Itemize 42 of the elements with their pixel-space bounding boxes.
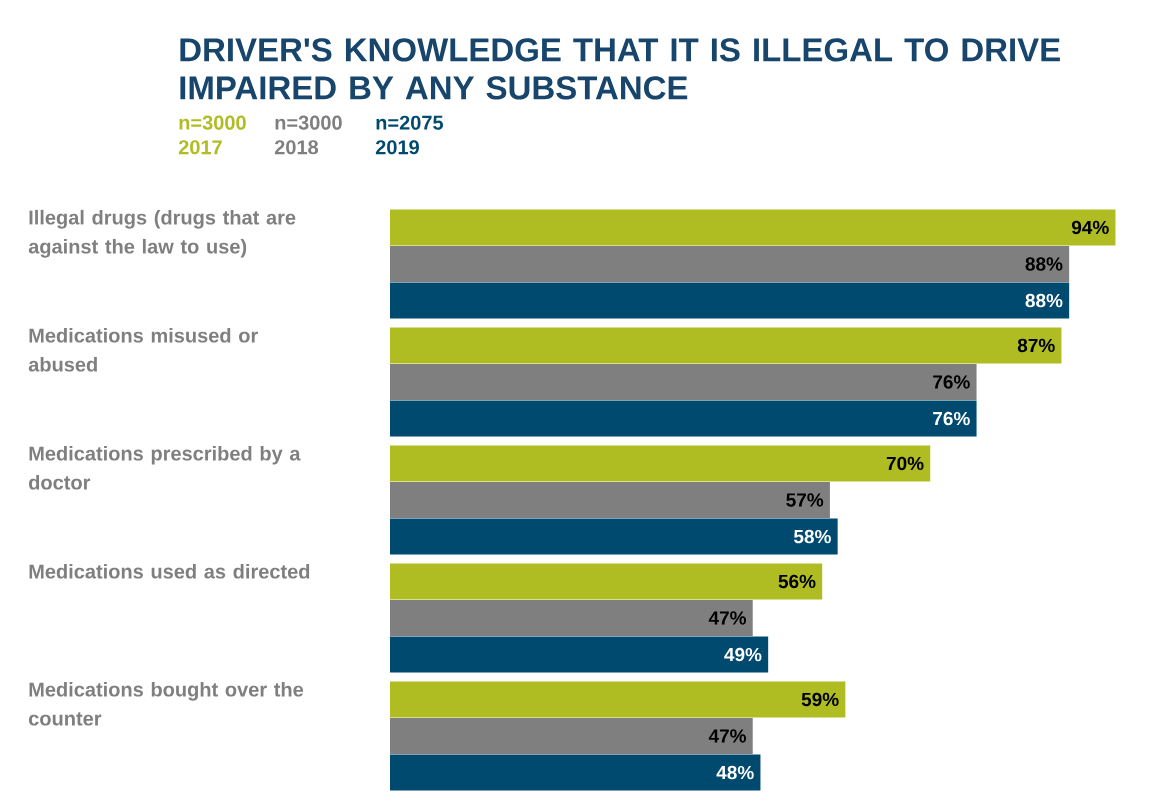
data-label: 94% (1071, 220, 1109, 235)
chart-title: DRIVER'S KNOWLEDGE THAT IT IS ILLEGAL TO DRIVE IMPAIRED BY ANY SUBSTANCE (180, 38, 1060, 100)
bar (390, 445, 931, 482)
data-label: 76% (933, 375, 970, 389)
bar (390, 599, 753, 636)
text: n=2075 (376, 115, 444, 130)
y-tick-label: Medications used as directed (29, 563, 310, 579)
bar (390, 717, 753, 754)
data-label: 56% (778, 574, 816, 589)
data-label: 59% (801, 692, 839, 707)
bar (390, 563, 823, 600)
bar (390, 681, 846, 718)
bar (390, 636, 769, 673)
text: 2019 (375, 140, 419, 155)
data-label: 49% (724, 647, 762, 662)
bar (390, 481, 830, 518)
data-label: 88% (1025, 257, 1063, 271)
data-label: 76% (933, 411, 970, 426)
bar (390, 282, 1070, 319)
bar (390, 400, 977, 437)
y-tick-label: Medications misused or abused (28, 327, 258, 372)
bar (390, 754, 761, 791)
data-label: 57% (786, 493, 824, 507)
y-tick-label: Medications bought over the counter (28, 681, 304, 726)
bar (390, 209, 1116, 246)
bar (390, 363, 977, 400)
text: 2017 (178, 140, 222, 155)
bar (390, 327, 1062, 364)
data-label: 48% (716, 765, 754, 780)
bar (390, 518, 838, 555)
data-label: 87% (1017, 338, 1055, 353)
data-label: 58% (793, 529, 831, 544)
y-tick-label: Illegal drugs (drugs that are against the law to use) (28, 209, 296, 258)
data-label: 47% (708, 729, 747, 743)
data-label: 47% (708, 611, 747, 625)
text: n=3000 (179, 115, 246, 130)
bar (390, 245, 1070, 282)
text: 2018 (274, 140, 319, 155)
text: n=3000 (275, 115, 342, 130)
data-label: 70% (886, 456, 924, 471)
y-tick-label: Medications prescribed by a doctor (29, 445, 301, 490)
data-label: 88% (1025, 293, 1063, 308)
